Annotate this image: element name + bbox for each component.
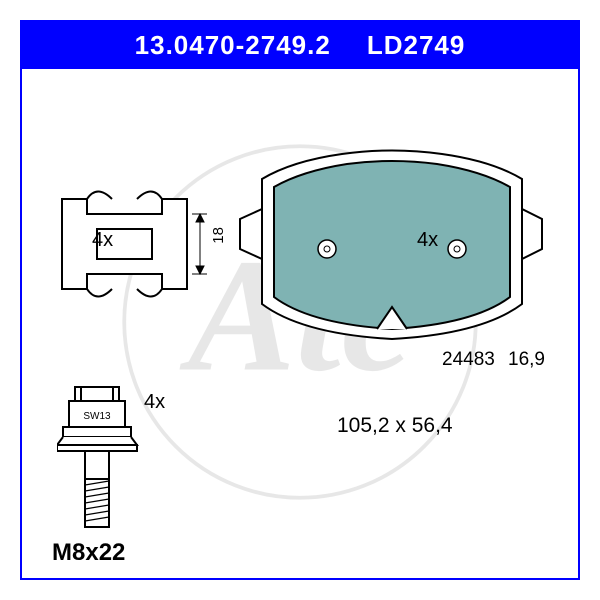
clip-qty-label: 4x — [92, 229, 113, 252]
part-number: 13.0470-2749.2 — [135, 30, 331, 60]
bolt-qty-label: 4x — [144, 391, 165, 414]
clip-dim-label: 18 — [210, 227, 227, 244]
diagram-frame: 13.0470-2749.2 LD2749 Ate — [20, 20, 580, 580]
pad-thickness: 16,9 — [508, 349, 545, 371]
bolt-spec: M8x22 — [52, 539, 125, 567]
pad-ref-number: 24483 — [442, 349, 495, 371]
pad-dimensions: 105,2 x 56,4 — [337, 414, 453, 438]
bolt-sw-text: SW13 — [83, 411, 111, 422]
clip-component — [42, 179, 222, 319]
part-code: LD2749 — [367, 30, 466, 60]
brake-pad — [232, 139, 562, 349]
pad-qty-label: 4x — [417, 229, 438, 252]
diagram-content: Ate — [22, 69, 578, 575]
header-bar: 13.0470-2749.2 LD2749 — [22, 22, 578, 69]
bolt-component: SW13 — [57, 379, 147, 549]
